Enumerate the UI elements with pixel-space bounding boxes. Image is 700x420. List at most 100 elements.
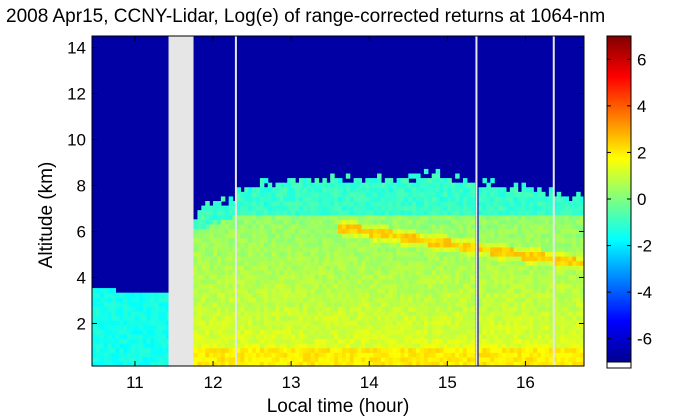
heatmap-cell (298, 311, 304, 317)
heatmap-cell (423, 343, 429, 349)
heatmap-cell (201, 356, 206, 363)
heatmap-cell (338, 292, 343, 298)
heatmap-cell (236, 237, 241, 243)
heatmap-cell (271, 191, 277, 198)
heatmap-cell (509, 306, 515, 312)
heatmap-cell (447, 233, 452, 239)
heatmap-cell (213, 278, 218, 285)
heatmap-cell (509, 288, 515, 294)
heatmap-cell (216, 324, 222, 330)
heatmap-cell (256, 278, 261, 285)
heatmap-cell (486, 265, 491, 271)
heatmap-cell (267, 269, 273, 275)
heatmap-cell (521, 278, 527, 285)
heatmap-cell (420, 301, 425, 308)
heatmap-cell (412, 269, 417, 275)
heatmap-cell (271, 297, 277, 303)
heatmap-cell (373, 306, 378, 312)
heatmap-cell (224, 324, 230, 330)
heatmap-cell (369, 320, 374, 326)
heatmap-cell (365, 237, 370, 243)
heatmap-cell (99, 311, 105, 317)
heatmap-cell (295, 347, 300, 353)
heatmap-cell (412, 311, 417, 317)
heatmap-cell (494, 246, 499, 253)
heatmap-cell (537, 347, 542, 353)
heatmap-cell (326, 210, 331, 216)
heatmap-cell (341, 283, 347, 289)
heatmap-cell (494, 292, 499, 298)
heatmap-cell (232, 338, 238, 344)
heatmap-cell (248, 246, 253, 253)
heatmap-cell (380, 228, 386, 234)
heatmap-cell (92, 324, 97, 330)
heatmap-cell (373, 182, 378, 188)
heatmap-cell (435, 173, 441, 179)
heatmap-cell (365, 228, 370, 234)
heatmap-cell (416, 173, 421, 179)
heatmap-cell (423, 182, 429, 188)
heatmap-cell (486, 329, 491, 335)
heatmap-cell (220, 196, 226, 202)
heatmap-cell (334, 210, 339, 216)
heatmap-cell (162, 297, 167, 303)
heatmap-cell (341, 228, 347, 234)
heatmap-cell (529, 256, 534, 262)
heatmap-cell (220, 320, 226, 326)
heatmap-cell (263, 324, 269, 330)
heatmap-cell (224, 292, 230, 298)
heatmap-cell (435, 324, 441, 330)
heatmap-cell (310, 228, 316, 234)
heatmap-cell (560, 246, 566, 253)
heatmap-cell (447, 265, 452, 271)
heatmap-cell (92, 343, 97, 349)
heatmap-cell (427, 214, 433, 220)
heatmap-cell (201, 292, 206, 298)
heatmap-cell (513, 333, 519, 340)
heatmap-cell (580, 265, 585, 271)
heatmap-cell (498, 320, 503, 326)
heatmap-cell (193, 219, 199, 225)
heatmap-cell (447, 278, 452, 285)
heatmap-cell (482, 205, 487, 211)
heatmap-cell (232, 315, 238, 321)
heatmap-cell (252, 361, 257, 367)
heatmap-cell (224, 333, 230, 340)
heatmap-cell (240, 301, 245, 308)
heatmap-cell (451, 242, 456, 248)
heatmap-cell (552, 343, 558, 349)
heatmap-cell (572, 292, 577, 298)
heatmap-cell (252, 311, 257, 317)
heatmap-cell (478, 196, 484, 202)
heatmap-cell (298, 223, 304, 230)
heatmap-cell (361, 233, 366, 239)
heatmap-cell (412, 233, 417, 239)
heatmap-cell (341, 242, 347, 248)
heatmap-cell (502, 320, 507, 326)
heatmap-cell (318, 343, 323, 349)
heatmap-cell (314, 201, 320, 207)
heatmap-cell (509, 228, 515, 234)
heatmap-cell (556, 269, 562, 275)
heatmap-cell (236, 320, 241, 326)
heatmap-cell (267, 182, 273, 188)
heatmap-cell (236, 329, 241, 335)
heatmap-cell (306, 265, 312, 271)
heatmap-cell (482, 260, 487, 266)
heatmap-cell (259, 201, 265, 207)
heatmap-cell (298, 301, 304, 308)
heatmap-cell (146, 324, 152, 330)
heatmap-cell (341, 301, 347, 308)
heatmap-cell (357, 233, 363, 239)
heatmap-cell (298, 246, 304, 253)
heatmap-cell (302, 333, 308, 340)
heatmap-cell (365, 210, 370, 216)
heatmap-cell (259, 338, 265, 344)
heatmap-cell (310, 196, 316, 202)
heatmap-cell (388, 265, 394, 271)
heatmap-cell (209, 237, 214, 243)
heatmap-cell (216, 269, 222, 275)
heatmap-cell (439, 242, 445, 248)
heatmap-cell (525, 237, 530, 243)
heatmap-cell (134, 292, 140, 298)
